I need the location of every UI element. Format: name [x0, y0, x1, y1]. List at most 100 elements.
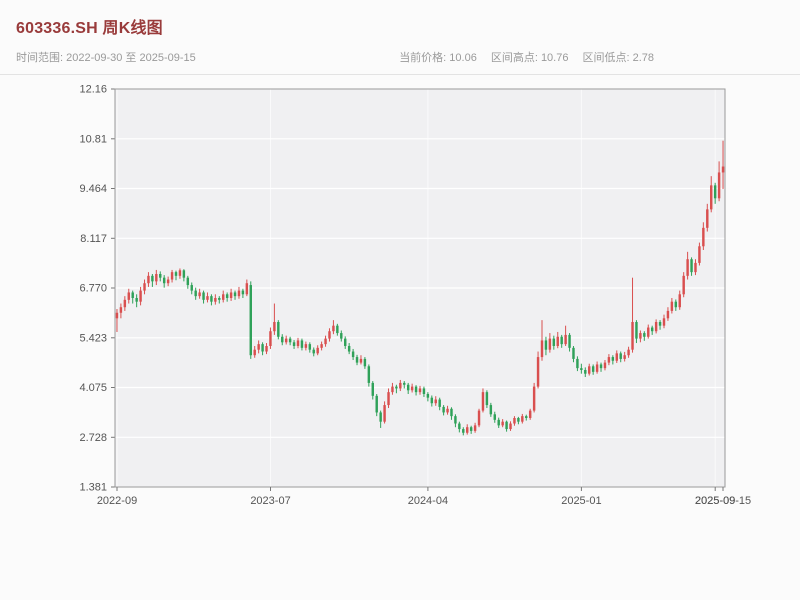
- candle-body: [237, 290, 241, 297]
- header: 603336.SH 周K线图 时间范围: 2022-09-30 至 2025-0…: [0, 0, 800, 75]
- candle-body: [694, 262, 697, 273]
- candle-body: [316, 347, 319, 354]
- candle-body: [568, 334, 571, 348]
- candle-body: [218, 297, 221, 300]
- candle-body: [190, 285, 193, 291]
- candle-body: [332, 325, 335, 332]
- candle-body: [528, 410, 532, 418]
- candle-body: [115, 312, 119, 319]
- candle-body: [359, 358, 363, 363]
- candle-body: [135, 297, 138, 302]
- candle-body: [304, 344, 308, 348]
- candle-body: [666, 310, 670, 319]
- candle-body: [198, 292, 201, 297]
- candle-body: [595, 364, 599, 372]
- range-high-label: 区间高点: 10.76: [490, 52, 569, 64]
- candle-body: [717, 172, 721, 199]
- candle-body: [631, 321, 634, 350]
- y-tick-label: 9.464: [79, 183, 107, 195]
- time-range-label: 时间范围: 2022-09-30 至 2025-09-15: [16, 52, 196, 64]
- plot-border: [114, 88, 726, 488]
- candle-body: [501, 421, 504, 426]
- candle-body: [371, 382, 374, 396]
- candle-body: [222, 294, 225, 300]
- y-tick-label: 12.16: [79, 84, 107, 96]
- candle-body: [241, 290, 245, 295]
- candle-body: [143, 283, 146, 291]
- candle-body: [670, 301, 674, 311]
- candle-body: [206, 296, 209, 300]
- candle-body: [344, 338, 347, 346]
- candle-body: [131, 292, 134, 298]
- candle-body: [485, 392, 489, 406]
- candle-body: [147, 275, 150, 284]
- candle-body: [269, 331, 272, 346]
- candle-body: [580, 368, 583, 370]
- candle-body: [233, 292, 237, 297]
- candle-body: [288, 338, 292, 343]
- x-tick-label: 2025-01: [561, 495, 601, 507]
- candle-body: [517, 417, 520, 422]
- candle-body: [544, 340, 548, 350]
- current-price-label: 当前价格: 10.06: [399, 52, 477, 64]
- candle-body: [410, 386, 414, 391]
- candle-body: [399, 382, 402, 389]
- price-stats: 当前价格: 10.06 区间高点: 10.76 区间低点: 2.78: [399, 49, 654, 65]
- candle-body: [194, 290, 197, 297]
- candle-body: [300, 340, 304, 348]
- candle-body: [690, 259, 693, 273]
- candle-body: [174, 272, 178, 276]
- candle-body: [674, 301, 678, 308]
- candle-body: [584, 369, 587, 374]
- candle-body: [643, 333, 646, 337]
- candle-body: [497, 419, 500, 426]
- candle-body: [682, 275, 685, 295]
- candle-body: [159, 273, 162, 278]
- candle-body: [647, 327, 650, 337]
- candle-body: [414, 386, 418, 393]
- candle-body: [214, 297, 217, 302]
- candle-body: [178, 270, 182, 276]
- candle-body: [454, 416, 457, 424]
- candle-body: [462, 429, 465, 433]
- x-tick-label: 2025-09-15: [695, 495, 751, 507]
- page-title: 603336.SH 周K线图: [16, 20, 163, 37]
- y-tick-label: 6.770: [79, 283, 107, 295]
- candle-body: [320, 344, 323, 348]
- candle-body: [155, 273, 158, 282]
- x-tick-label: 2023-07: [250, 495, 290, 507]
- candle-body: [162, 277, 166, 284]
- candle-body: [607, 357, 611, 363]
- candle-body: [505, 421, 508, 430]
- candle-body: [525, 416, 528, 418]
- candle-body: [639, 333, 642, 339]
- candle-body: [403, 382, 406, 385]
- x-tick-label: 2022-09: [97, 495, 137, 507]
- candle-body: [379, 412, 382, 422]
- candle-body: [481, 392, 485, 411]
- candle-body: [229, 292, 233, 298]
- candle-body: [166, 279, 170, 284]
- candle-body: [265, 345, 268, 352]
- candle-body: [560, 336, 563, 345]
- kline-chart: 12.16 10.81 9.464 8.117 6.770 5.423 4.075 2.728…: [79, 84, 751, 508]
- candle-body: [151, 275, 154, 282]
- candle-body: [434, 399, 437, 404]
- candle-body: [686, 259, 689, 276]
- candle-body: [552, 338, 556, 346]
- y-tick-label: 10.81: [79, 133, 107, 145]
- candle-body: [438, 399, 441, 407]
- candle-body: [509, 423, 512, 430]
- candle-body: [281, 336, 284, 343]
- candle-body: [351, 351, 355, 358]
- candle-body: [469, 427, 473, 431]
- candle-body: [477, 410, 481, 426]
- candle-body: [446, 408, 449, 413]
- candle-body: [706, 209, 709, 228]
- candle-body: [521, 416, 524, 422]
- candle-body: [367, 366, 371, 383]
- candle-body: [654, 321, 658, 332]
- candle-body: [619, 353, 622, 359]
- y-tick-label: 2.728: [79, 432, 107, 444]
- candle-body: [225, 294, 229, 298]
